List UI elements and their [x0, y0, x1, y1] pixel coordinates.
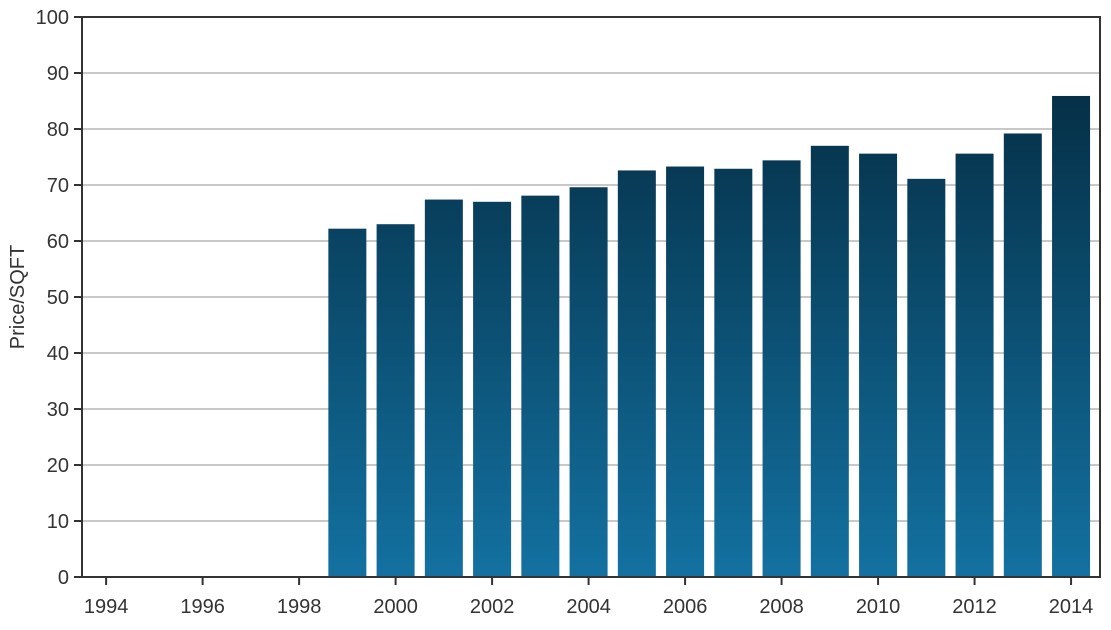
x-tick-label: 2014 — [1049, 596, 1094, 618]
y-tick-label: 70 — [47, 175, 69, 197]
x-tick-label: 1996 — [180, 596, 225, 618]
y-axis-label: Price/SQFT — [7, 245, 29, 349]
y-tick-label: 60 — [47, 231, 69, 253]
x-tick-label: 1994 — [84, 596, 129, 618]
bar-2006 — [666, 166, 705, 577]
x-tick-label: 2008 — [759, 596, 804, 618]
x-tick-label: 2004 — [566, 596, 611, 618]
bar-2011 — [907, 178, 946, 577]
x-axis-ticks: 1994 1996 1998 2000 2002 2004 2006 2008 2010 2012… — [84, 577, 1093, 618]
bar-2008 — [762, 160, 801, 578]
bar-2014 — [1052, 95, 1091, 578]
bar-2003 — [521, 195, 560, 577]
y-axis-ticks: 0 10 20 30 40 50 60 70 80 90 100 — [36, 7, 82, 589]
bar-2000 — [376, 224, 415, 577]
y-tick-label: 0 — [58, 567, 69, 589]
y-tick-label: 90 — [47, 63, 69, 85]
bars — [328, 95, 1091, 578]
x-tick-label: 1998 — [277, 596, 322, 618]
y-tick-label: 100 — [36, 7, 69, 29]
y-tick-label: 40 — [47, 343, 69, 365]
bar-2009 — [810, 145, 849, 578]
bar-2002 — [473, 201, 512, 578]
y-tick-label: 10 — [47, 511, 69, 533]
bar-2012 — [955, 153, 994, 577]
x-tick-label: 2006 — [663, 596, 708, 618]
bar-2004 — [569, 187, 608, 578]
bar-2013 — [1003, 133, 1042, 578]
y-tick-label: 20 — [47, 455, 69, 477]
y-tick-label: 30 — [47, 399, 69, 421]
x-tick-label: 2010 — [856, 596, 901, 618]
y-tick-label: 80 — [47, 119, 69, 141]
bar-2005 — [617, 170, 656, 577]
bar-2007 — [714, 168, 753, 577]
x-tick-label: 2002 — [470, 596, 515, 618]
x-tick-label: 2000 — [373, 596, 418, 618]
bar-2010 — [859, 153, 898, 577]
x-tick-label: 2012 — [952, 596, 997, 618]
bar-2001 — [424, 199, 463, 577]
bar-1999 — [328, 228, 367, 577]
y-tick-label: 50 — [47, 287, 69, 309]
